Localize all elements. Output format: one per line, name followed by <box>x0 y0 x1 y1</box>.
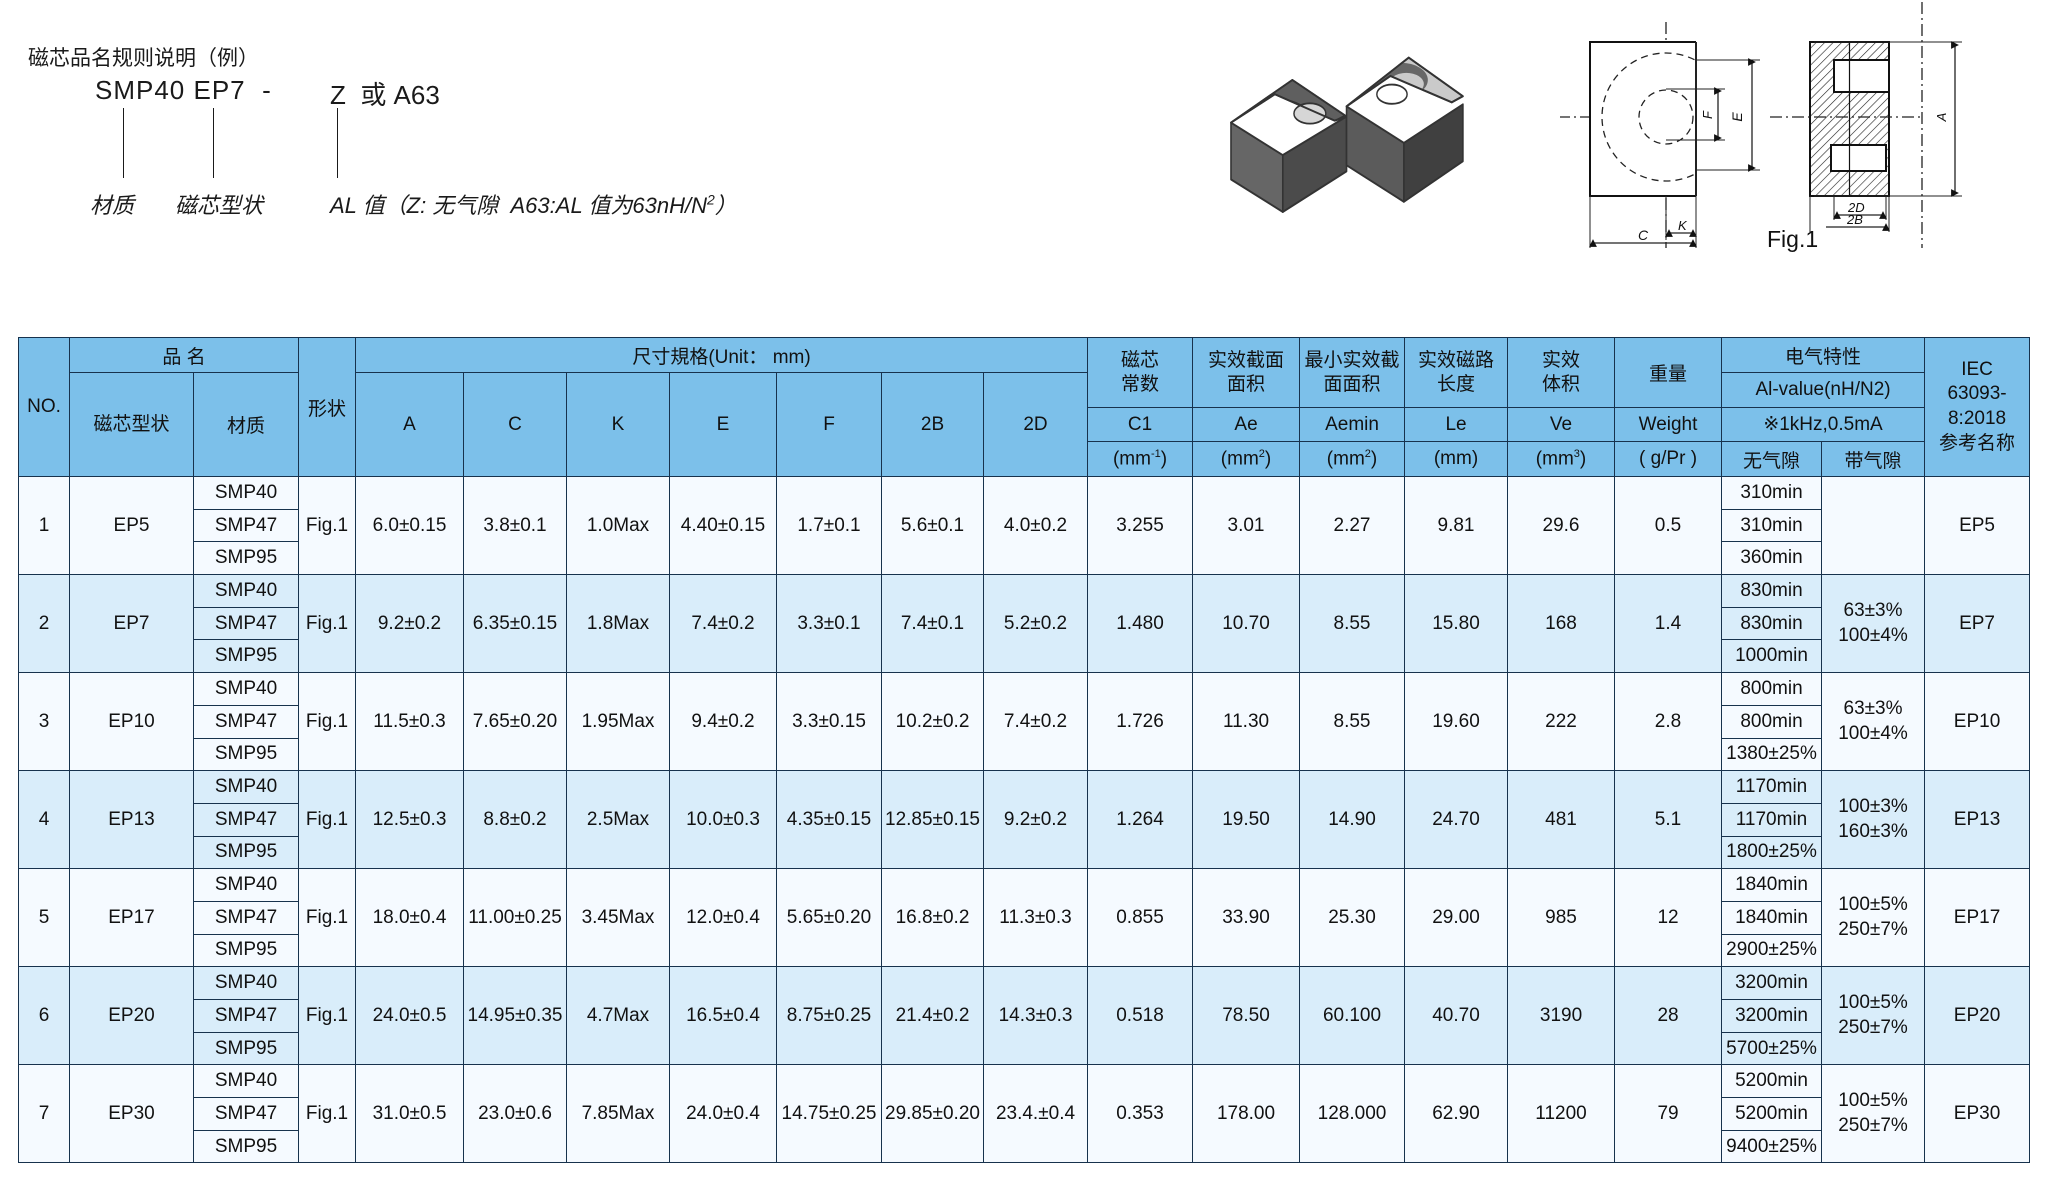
svg-text:K: K <box>1678 218 1688 233</box>
svg-text:Fig.1: Fig.1 <box>1767 226 1818 252</box>
svg-text:F: F <box>1700 110 1715 119</box>
svg-text:E: E <box>1729 112 1745 122</box>
svg-text:A: A <box>1934 113 1949 123</box>
svg-text:2B: 2B <box>1846 212 1863 227</box>
svg-text:C: C <box>1638 227 1649 243</box>
